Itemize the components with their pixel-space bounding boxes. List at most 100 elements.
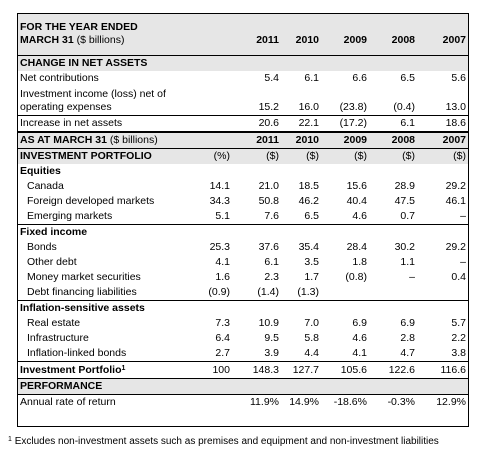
- header-unit: ($ billions): [76, 34, 125, 46]
- group-row: Inflation-sensitive assets: [17, 300, 469, 316]
- footnote-marker: 1: [8, 436, 12, 443]
- header-title-line2: MARCH 31: [20, 34, 74, 46]
- unit-header: ($): [418, 148, 469, 164]
- value-cell: 4.6: [352, 332, 367, 344]
- year-header: 2009: [322, 131, 370, 149]
- value-cell: 122.6: [370, 361, 418, 379]
- value-cell: 28.9: [394, 180, 415, 192]
- value-cell: 9.5: [264, 332, 279, 344]
- table-row: Increase in net assets 20.6 22.1 (17.2) 6.1 1…: [17, 115, 469, 132]
- group-row: Equities: [17, 164, 469, 179]
- row-label: Debt financing liabilities: [27, 286, 137, 298]
- value-cell: 29.2: [445, 180, 466, 192]
- empty-cell: [194, 394, 233, 410]
- value-cell: 127.7: [282, 361, 322, 379]
- value-cell: 30.2: [394, 241, 415, 253]
- row-label: Increase in net assets: [17, 115, 194, 132]
- group-row: Fixed income: [17, 224, 469, 240]
- value-cell: 6.1: [370, 115, 418, 132]
- table-row: Other debt 4.1 6.1 3.5 1.8 1.1 –: [17, 255, 469, 270]
- table-row: Canada 14.1 21.0 18.5 15.6 28.9 29.2: [17, 179, 469, 194]
- value-cell: 18.6: [418, 115, 469, 132]
- value-cell: 35.4: [298, 241, 319, 253]
- value-cell: 46.1: [445, 195, 466, 207]
- header-title-line1: FOR THE YEAR ENDED: [20, 21, 138, 33]
- total-footnote-marker: 1: [121, 364, 126, 372]
- value-cell: 0.4: [451, 271, 466, 283]
- row-label: Net contributions: [20, 72, 99, 84]
- value-cell: 5.1: [215, 210, 230, 222]
- value-cell: 2.2: [451, 332, 466, 344]
- row-label: Infrastructure: [27, 332, 89, 344]
- value-cell: 7.3: [215, 317, 230, 329]
- row-label: Investment income (loss) net of operatin…: [20, 88, 166, 113]
- value-cell: 6.9: [400, 317, 415, 329]
- unit-header: (%): [194, 148, 233, 164]
- value-cell: 5.4: [264, 72, 279, 84]
- as-at-row: AS AT MARCH 31 ($ billions) 2011 2010 2009 2…: [17, 131, 469, 149]
- value-cell: –: [460, 210, 466, 222]
- value-cell: 4.7: [400, 347, 415, 359]
- value-cell: 1.7: [304, 271, 319, 283]
- group-title: Inflation-sensitive assets: [17, 300, 469, 316]
- year-header: 2011: [233, 131, 282, 149]
- table-row: Infrastructure 6.4 9.5 5.8 4.6 2.8 2.2: [17, 331, 469, 346]
- value-cell: -0.3%: [370, 394, 418, 410]
- header-row: FOR THE YEAR ENDED MARCH 31 ($ billions) 2…: [17, 13, 469, 56]
- table-row: Net contributions 5.4 6.1 6.6 6.5 5.6: [17, 71, 469, 86]
- group-title: Equities: [20, 165, 61, 177]
- value-cell: 4.1: [215, 256, 230, 268]
- table-row: Debt financing liabilities (0.9) (1.4) (1.3…: [17, 285, 469, 301]
- year-header: 2011: [233, 13, 282, 56]
- value-cell: 4.1: [352, 347, 367, 359]
- value-cell: 10.9: [258, 317, 279, 329]
- unit-header: ($): [233, 148, 282, 164]
- empty-cell: [194, 131, 233, 149]
- row-label: Annual rate of return: [17, 394, 194, 410]
- value-cell: 4.4: [304, 347, 319, 359]
- as-at-unit: ($ billions): [109, 134, 158, 146]
- section-title-portfolio: INVESTMENT PORTFOLIO: [17, 148, 194, 164]
- value-cell: 21.0: [258, 180, 279, 192]
- as-at-title: AS AT MARCH 31: [20, 134, 107, 146]
- value-cell: 2.8: [400, 332, 415, 344]
- table-row: Annual rate of return 11.9% 14.9% -18.6% -0.…: [17, 394, 469, 410]
- value-cell: (0.8): [345, 271, 367, 283]
- value-cell: 28.4: [346, 241, 367, 253]
- value-cell: 116.6: [418, 361, 469, 379]
- value-cell: 16.0: [298, 101, 319, 113]
- year-header: 2008: [370, 131, 418, 149]
- value-cell: 6.1: [304, 72, 319, 84]
- value-cell: (0.4): [393, 101, 415, 113]
- portfolio-header-row: INVESTMENT PORTFOLIO (%) ($) ($) ($) ($) ($): [17, 148, 469, 164]
- section-title-performance: PERFORMANCE: [17, 378, 469, 395]
- year-header: 2010: [282, 131, 322, 149]
- empty-cell: [194, 13, 233, 56]
- group-title: Fixed income: [17, 224, 469, 240]
- section-row: PERFORMANCE: [17, 378, 469, 395]
- value-cell: 1.1: [400, 256, 415, 268]
- value-cell: [370, 285, 418, 301]
- empty-cell: [194, 115, 233, 132]
- value-cell: 5.7: [451, 317, 466, 329]
- value-cell: 37.6: [258, 241, 279, 253]
- value-cell: 6.5: [304, 210, 319, 222]
- value-cell: (17.2): [322, 115, 370, 132]
- row-label: Foreign developed markets: [27, 195, 155, 207]
- table-row: Bonds 25.3 37.6 35.4 28.4 30.2 29.2: [17, 240, 469, 255]
- section-row: CHANGE IN NET ASSETS: [17, 55, 469, 71]
- year-header: 2007: [418, 131, 469, 149]
- total-label-text: Investment Portfolio: [20, 363, 122, 376]
- value-cell: 3.5: [304, 256, 319, 268]
- value-cell: 6.6: [352, 72, 367, 84]
- value-cell: 6.9: [352, 317, 367, 329]
- table-row: Money market securities 1.6 2.3 1.7 (0.8) – 0.…: [17, 270, 469, 285]
- value-cell: (1.3): [297, 286, 319, 298]
- value-cell: [322, 285, 370, 301]
- table-row: Real estate 7.3 10.9 7.0 6.9 6.9 5.7: [17, 316, 469, 331]
- total-label: Investment Portfolio1: [17, 361, 194, 379]
- value-cell: 40.4: [346, 195, 367, 207]
- value-cell: 20.6: [233, 115, 282, 132]
- section-title-net-assets: CHANGE IN NET ASSETS: [17, 55, 469, 71]
- value-cell: 2.3: [264, 271, 279, 283]
